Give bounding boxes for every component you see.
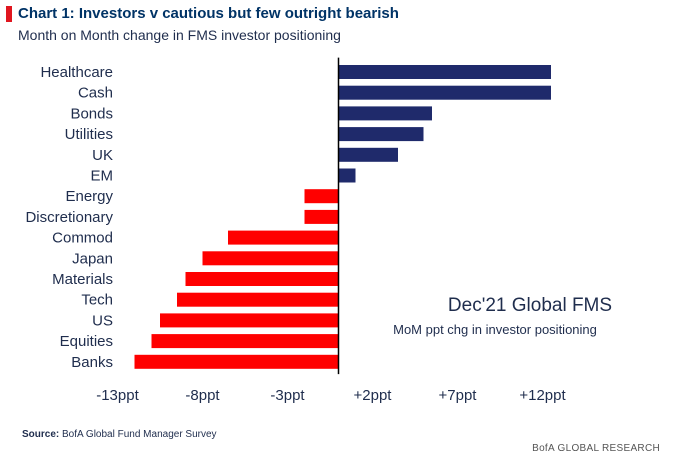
brand-label: BofA GLOBAL RESEARCH <box>532 443 660 454</box>
x-tick-label: +12ppt <box>519 387 566 404</box>
bar-us <box>160 313 339 328</box>
category-label-healthcare: Healthcare <box>40 64 113 81</box>
annotation-title: Dec'21 Global FMS <box>448 295 612 316</box>
source-label: Source: <box>22 429 60 440</box>
source-text: BofA Global Fund Manager Survey <box>62 429 217 440</box>
category-label-utilities: Utilities <box>65 126 113 143</box>
category-label-em: EM <box>91 168 114 185</box>
bars-group <box>134 65 551 369</box>
category-label-cash: Cash <box>78 85 113 102</box>
bar-materials <box>185 272 339 286</box>
annotation-subtitle: MoM ppt chg in investor positioning <box>393 322 597 337</box>
bar-tech <box>177 292 339 307</box>
category-label-banks: Banks <box>71 354 113 371</box>
category-label-us: US <box>92 312 113 329</box>
bar-japan <box>202 251 339 266</box>
category-label-materials: Materials <box>52 271 113 288</box>
category-label-commod: Commod <box>52 230 113 247</box>
bar-discretionary <box>304 209 339 224</box>
bar-healthcare <box>338 65 551 79</box>
bar-equities <box>151 334 339 349</box>
bar-em <box>338 168 356 183</box>
x-tick-label: -8ppt <box>185 387 220 404</box>
category-labels-group: Healthcare Cash Bonds Utilities UK EM Energy Di… <box>25 64 113 371</box>
bar-commod <box>228 230 339 245</box>
category-label-uk: UK <box>92 147 113 164</box>
category-label-energy: Energy <box>65 188 113 205</box>
source-note: Source: BofA Global Fund Manager Survey <box>22 429 217 440</box>
bar-uk <box>338 147 398 162</box>
x-tick-label: +7ppt <box>439 387 478 404</box>
category-label-discretionary: Discretionary <box>25 209 113 226</box>
category-label-bonds: Bonds <box>70 105 113 122</box>
bar-cash <box>338 85 551 100</box>
x-tick-labels-group: -13ppt -8ppt -3ppt +2ppt +7ppt +12ppt <box>96 387 566 404</box>
x-tick-label: +2ppt <box>354 387 393 404</box>
bar-energy <box>304 189 339 204</box>
chart-subtitle: Month on Month change in FMS investor po… <box>18 27 341 43</box>
bar-bonds <box>338 106 432 121</box>
bar-banks <box>134 354 339 369</box>
category-label-japan: Japan <box>72 250 113 267</box>
title-accent-bar <box>6 6 12 22</box>
category-label-tech: Tech <box>81 292 113 309</box>
x-tick-label: -13ppt <box>96 387 139 404</box>
bar-utilities <box>338 127 424 142</box>
category-label-equities: Equities <box>60 333 113 350</box>
chart-title: Chart 1: Investors v cautious but few ou… <box>18 5 399 22</box>
x-tick-label: -3ppt <box>270 387 305 404</box>
